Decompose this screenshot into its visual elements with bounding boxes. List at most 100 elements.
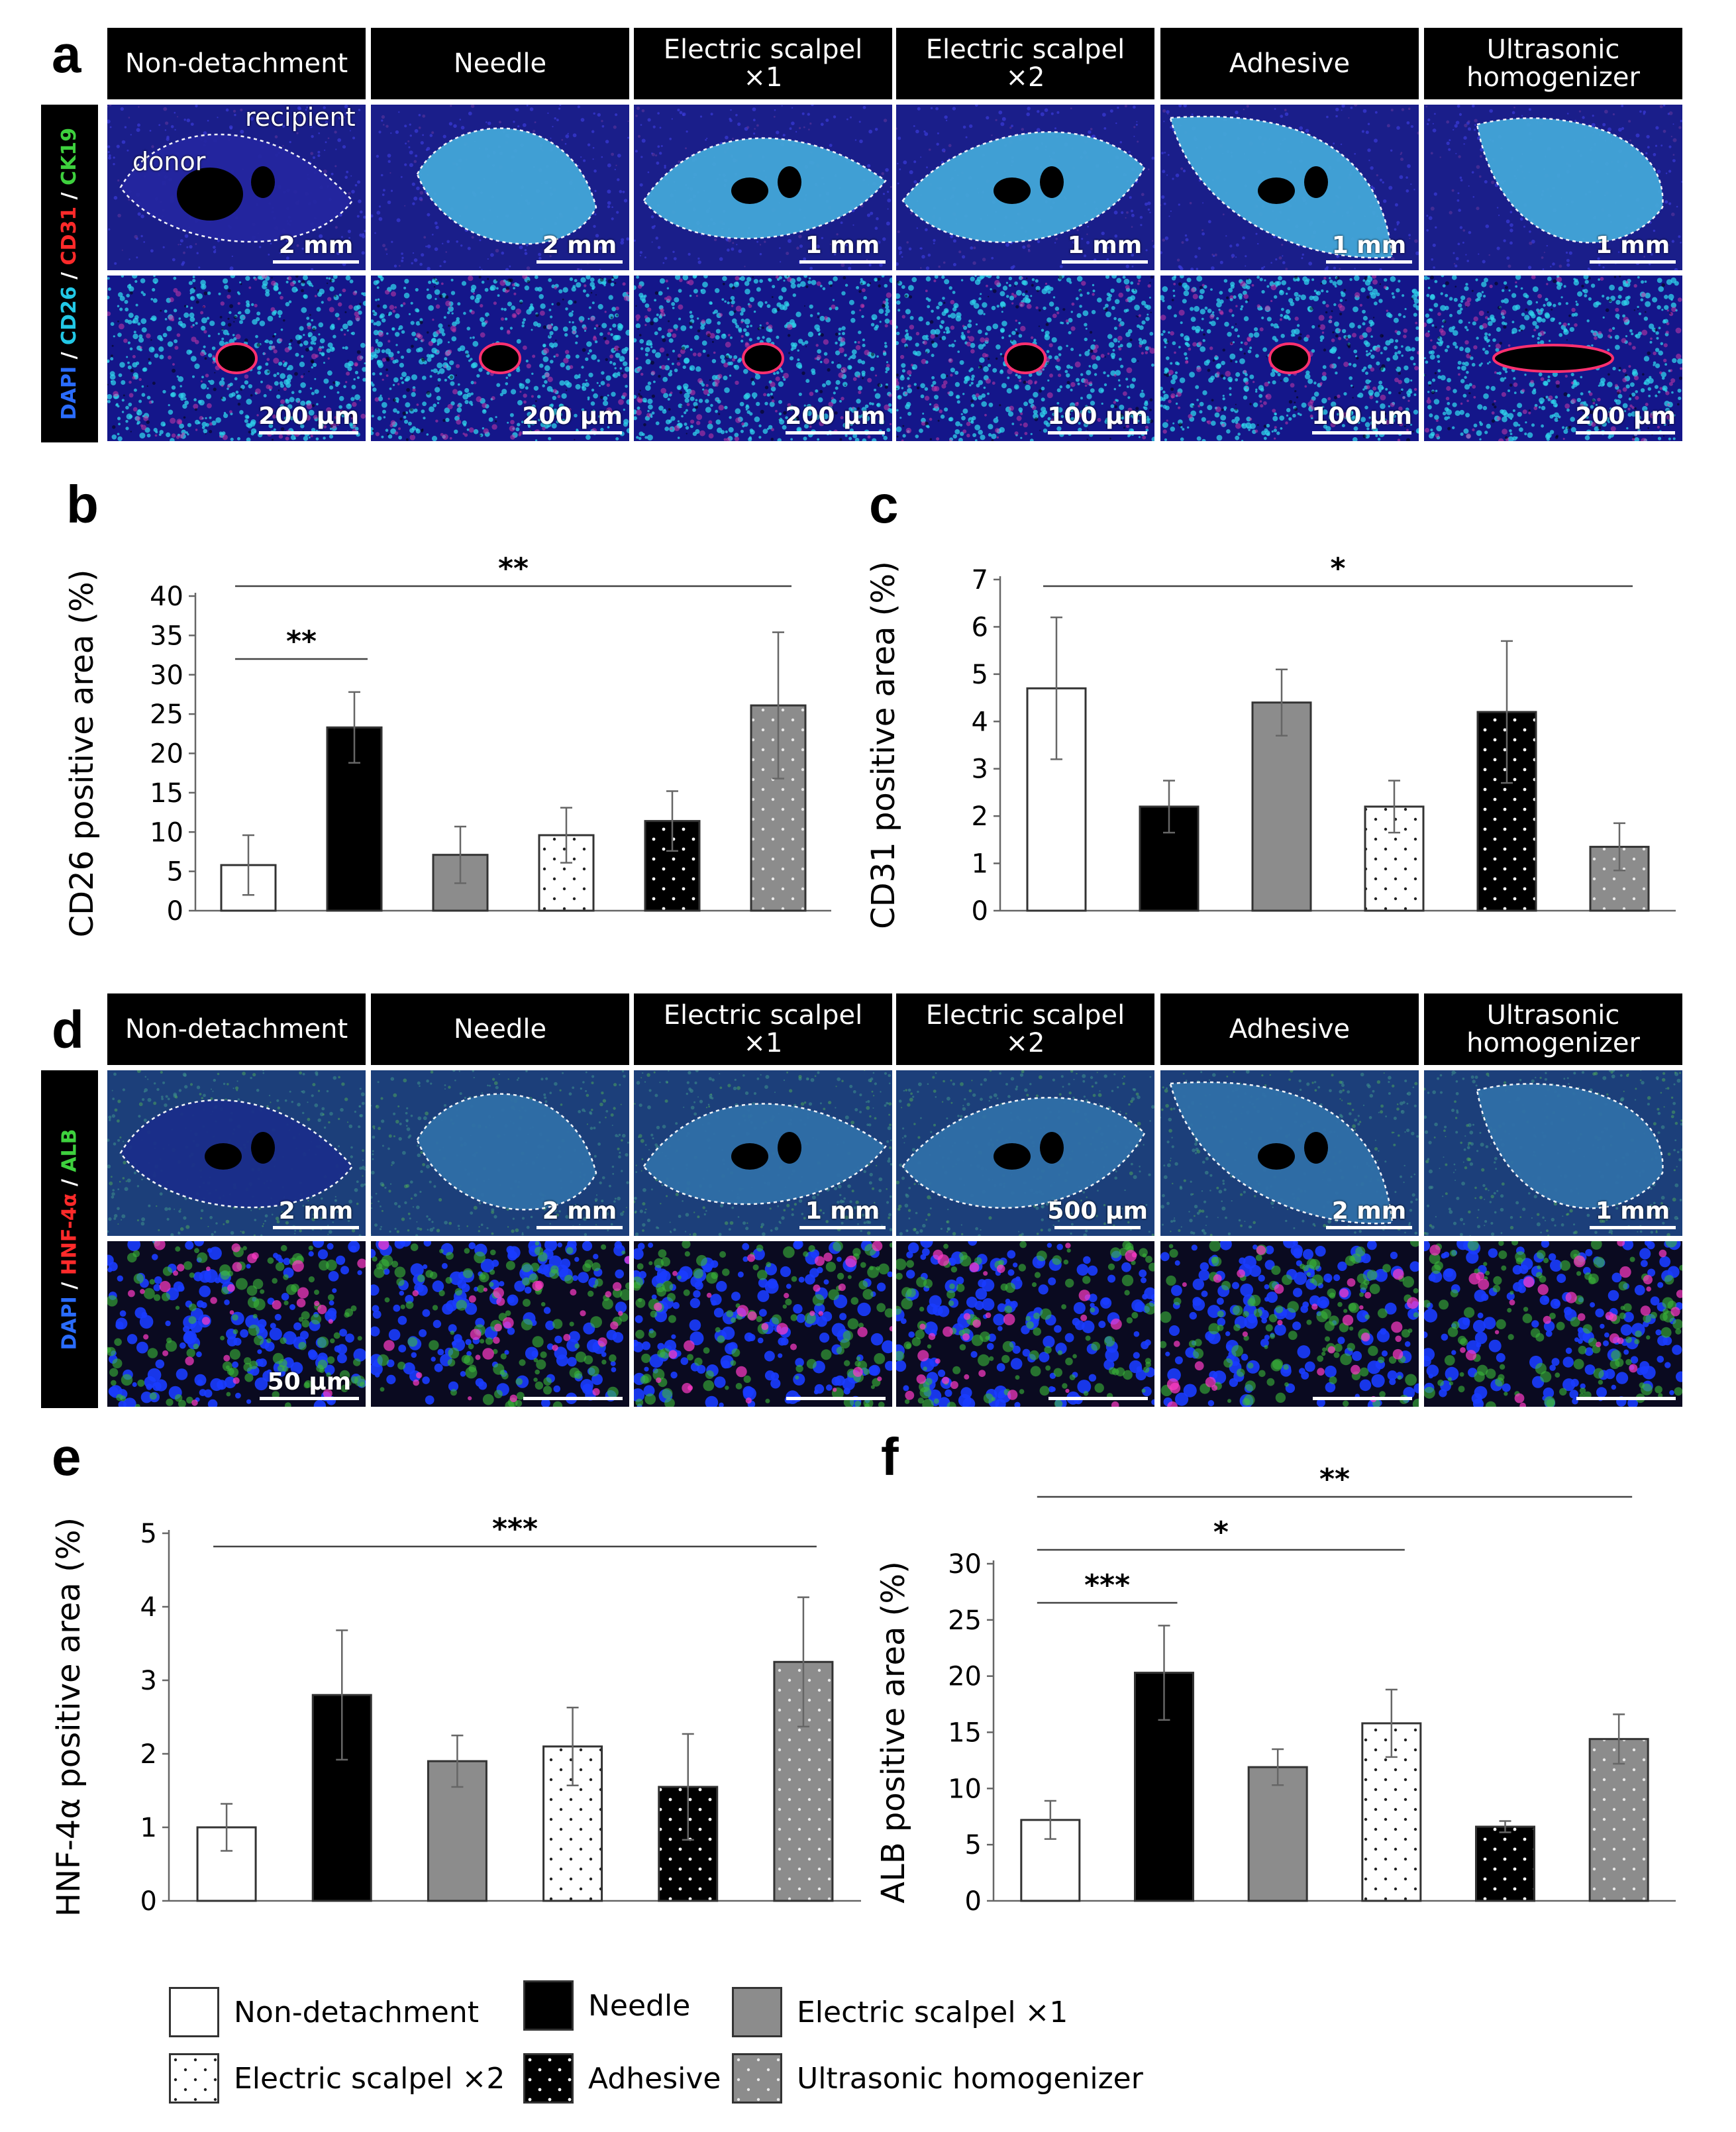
y-tick-label: 30 — [948, 1549, 982, 1580]
micrograph-overview: 2 mm — [371, 1070, 629, 1236]
legend-label: Ultrasonic homogenizer — [797, 2061, 1143, 2096]
legend-swatch — [732, 2053, 782, 2104]
scale-bar-line — [1590, 1226, 1676, 1229]
y-tick-label: 0 — [140, 1886, 157, 1917]
scale-bar-line — [1062, 260, 1148, 264]
legend-item: Electric scalpel ×1 — [732, 1987, 1068, 2037]
y-tick-label: 40 — [150, 582, 183, 612]
scale-bar-line — [1576, 1397, 1676, 1400]
legend-label: Adhesive — [588, 2061, 721, 2096]
scale-bar-label: 100 µm — [1047, 403, 1148, 430]
micrograph-detail — [634, 1241, 892, 1407]
column-header: Ultrasonic homogenizer — [1424, 28, 1682, 99]
scale-bar-label: 2 mm — [278, 1197, 354, 1225]
tag-recipient: recipient — [245, 103, 356, 132]
scale-bar-line — [1312, 431, 1412, 434]
panel-label-b: b — [66, 475, 99, 534]
scale-bar-label: 1 mm — [805, 1197, 880, 1225]
micrograph-detail — [371, 1241, 629, 1407]
y-tick-label: 1 — [140, 1813, 157, 1843]
micrograph-overview: 2 mm — [1160, 1070, 1419, 1236]
scale-bar-overview: 2 mm — [1326, 1199, 1412, 1229]
column-header: Adhesive — [1160, 993, 1419, 1065]
scale-bar-line — [536, 260, 623, 264]
micrograph-detail: 50 µm — [107, 1241, 366, 1407]
stain-part: CD26 — [58, 285, 81, 345]
legend-label: Non-detachment — [234, 1995, 479, 2029]
scale-bar-detail: 200 µm — [1575, 405, 1676, 434]
micrograph-detail: 200 µm — [107, 276, 366, 441]
stain-part: HNF-4α — [58, 1193, 81, 1275]
scale-bar-line — [1048, 431, 1148, 434]
y-tick-label: 5 — [167, 857, 183, 888]
scale-bar-detail — [523, 1394, 623, 1400]
y-tick-label: 25 — [948, 1605, 982, 1636]
stain-part: CK19 — [58, 127, 81, 185]
scale-bar-label: 1 mm — [1595, 232, 1670, 259]
scale-bar-line — [260, 1397, 359, 1400]
scale-bar-detail: 200 µm — [785, 405, 886, 434]
y-tick-label: 10 — [948, 1774, 982, 1804]
scale-bar-detail: 50 µm — [260, 1370, 359, 1400]
y-tick-label: 5 — [140, 1519, 157, 1549]
scale-bar-label: 200 µm — [785, 403, 886, 430]
micrograph-overview: 1 mm — [1424, 1070, 1682, 1236]
scale-bar-line — [1313, 1397, 1412, 1400]
scale-bar-overview: 500 µm — [1047, 1199, 1148, 1229]
scale-bar-label: 1 mm — [1067, 232, 1143, 259]
legend: Non-detachment Needle Electric scalpel ×1 E… — [169, 1980, 1229, 2119]
significance-label: * — [1213, 1515, 1229, 1549]
stain-part: / — [58, 264, 81, 286]
bar-5 — [1588, 1738, 1649, 1902]
scale-bar-line — [523, 1397, 623, 1400]
column-header: Electric scalpel ×2 — [896, 993, 1154, 1065]
scale-bar-detail — [1048, 1394, 1148, 1400]
y-tick-label: 1 — [972, 849, 988, 880]
stain-part: / — [58, 344, 81, 366]
micrograph-detail — [896, 1241, 1154, 1407]
y-tick-label: 3 — [140, 1666, 157, 1696]
scale-bar-line — [1590, 260, 1676, 264]
panel-label-f: f — [881, 1427, 899, 1486]
y-tick-label: 0 — [972, 896, 988, 927]
micrograph-overview: 1 mm — [634, 1070, 892, 1236]
scale-bar-line — [523, 431, 623, 434]
scale-bar-overview: 2 mm — [273, 1199, 359, 1229]
chart-c-cd31: 0 1 2 3 4 5 6 7 CD31 positive area (%) * — [865, 552, 1676, 929]
micrograph-overview: 1 mm — [1160, 105, 1419, 270]
scale-bar-label: 200 µm — [258, 403, 359, 430]
micrograph-overview: 1 mm — [1424, 105, 1682, 270]
micrograph-detail — [1160, 1241, 1419, 1407]
y-tick-label: 25 — [150, 699, 183, 730]
scale-bar-label: 200 µm — [522, 403, 623, 430]
micrograph-overview: 1 mm — [896, 105, 1154, 270]
y-axis-label: ALB positive area (%) — [875, 1561, 912, 1904]
scale-bar-detail: 100 µm — [1311, 405, 1412, 434]
scale-bar-overview: 1 mm — [1590, 1199, 1676, 1229]
scale-bar-overview: 1 mm — [1590, 234, 1676, 264]
scale-bar-line — [1048, 1397, 1148, 1400]
scale-bar-overview: 2 mm — [536, 1199, 623, 1229]
column-header: Ultrasonic homogenizer — [1424, 993, 1682, 1065]
scale-bar-detail: 200 µm — [522, 405, 623, 434]
legend-swatch — [523, 2053, 574, 2104]
scale-bar-line — [1326, 1226, 1412, 1229]
legend-item: Adhesive — [523, 2053, 721, 2104]
micrograph-detail: 200 µm — [1424, 276, 1682, 441]
scale-bar-label: 2 mm — [542, 1197, 617, 1225]
scale-bar-line — [799, 260, 886, 264]
scale-bar-label: 1 mm — [1331, 232, 1407, 259]
scale-bar-label: 1 mm — [1595, 1197, 1670, 1225]
scale-bar-line — [799, 1226, 886, 1229]
panel-label-e: e — [52, 1427, 81, 1486]
y-tick-label: 3 — [972, 754, 988, 785]
y-tick-label: 15 — [150, 778, 183, 809]
scale-bar-detail: 200 µm — [258, 405, 359, 434]
scale-bar-line — [1326, 260, 1412, 264]
stain-label: DAPI / HNF-4α / ALB — [41, 1070, 98, 1408]
scale-bar-overview: 1 mm — [1326, 234, 1412, 264]
scale-bar-line — [273, 260, 359, 264]
scale-bar-label: 100 µm — [1311, 403, 1412, 430]
bar-2 — [427, 1760, 487, 1902]
